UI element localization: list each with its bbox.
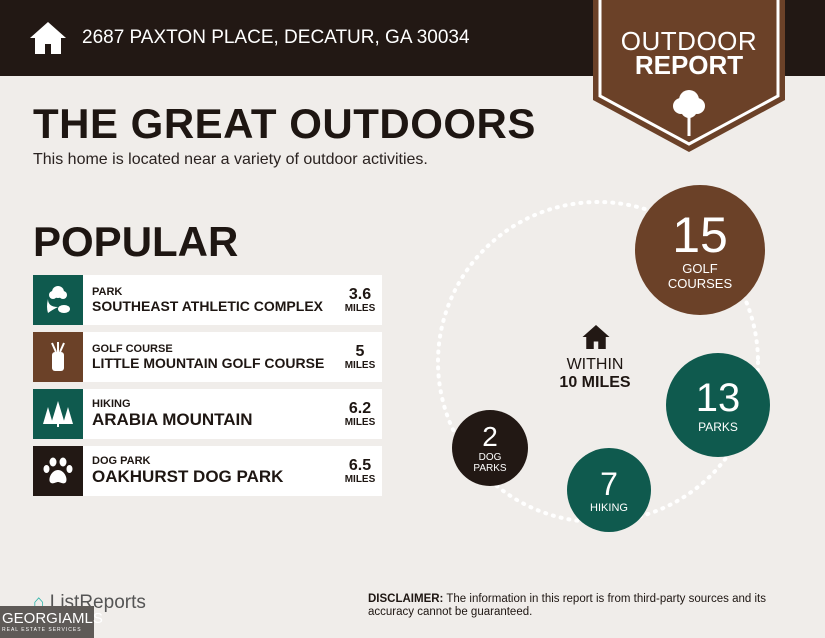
item-unit: MILES <box>344 417 376 428</box>
page-subtitle: This home is located near a variety of o… <box>33 151 428 168</box>
list-item: GOLF COURSE LITTLE MOUNTAIN GOLF COURSE 5… <box>33 332 382 382</box>
address: 2687 PAXTON PLACE, DECATUR, GA 30034 <box>82 27 470 48</box>
count-label: PARKS <box>473 463 507 474</box>
within-line1: WITHIN <box>566 356 624 373</box>
item-name: OAKHURST DOG PARK <box>92 467 284 486</box>
count-label: COURSES <box>667 276 733 291</box>
home-icon <box>30 22 66 54</box>
trees-icon <box>33 389 83 439</box>
golf-bag-icon <box>33 332 83 382</box>
count-label: PARKS <box>698 420 738 434</box>
item-name: LITTLE MOUNTAIN GOLF COURSE <box>92 355 325 371</box>
item-category: GOLF COURSE <box>92 343 173 355</box>
item-distance: 6.5 <box>348 457 372 474</box>
item-unit: MILES <box>344 303 376 314</box>
count-value: 13 <box>695 376 741 420</box>
list-item: DOG PARK OAKHURST DOG PARK 6.5 MILES <box>33 446 382 496</box>
item-name: ARABIA MOUNTAIN <box>92 410 253 429</box>
home-icon <box>582 325 610 349</box>
within-label: WITHIN 10 MILES <box>540 322 650 392</box>
within-line2: 10 MILES <box>559 374 631 391</box>
count-value: 2 <box>482 421 498 452</box>
list-item: HIKING ARABIA MOUNTAIN 6.2 MILES <box>33 389 382 439</box>
park-icon <box>33 275 83 325</box>
count-value: 15 <box>672 207 728 263</box>
item-distance: 3.6 <box>348 286 372 303</box>
georgia-mls-logo: GEORGIAMLS REAL ESTATE SERVICES <box>0 606 103 638</box>
count-label: HIKING <box>590 502 628 514</box>
item-unit: MILES <box>344 360 376 371</box>
page-title: THE GREAT OUTDOORS <box>33 100 536 147</box>
item-distance: 5 <box>355 343 365 360</box>
parks-count-circle: 13 PARKS <box>666 353 770 457</box>
count-label: DOG <box>478 452 502 463</box>
badge-line2: REPORT <box>634 50 744 80</box>
item-name: SOUTHEAST ATHLETIC COMPLEX <box>92 298 323 314</box>
outdoor-report-badge <box>593 0 785 152</box>
listreports-icon: ⌂ <box>33 592 45 613</box>
item-unit: MILES <box>344 474 376 485</box>
disclaimer: DISCLAIMER: The information in this repo… <box>368 593 766 618</box>
paw-icon <box>33 446 83 496</box>
item-category: PARK <box>92 286 123 298</box>
golf-count-circle: 15 GOLF COURSES <box>635 185 765 315</box>
item-category: HIKING <box>92 398 131 410</box>
item-distance: 6.2 <box>348 400 372 417</box>
tree-icon <box>673 90 705 136</box>
badge-line1: OUTDOOR <box>620 26 758 56</box>
hiking-count-circle: 7 HIKING <box>567 448 651 532</box>
list-item: PARK SOUTHEAST ATHLETIC COMPLEX 3.6 MILES <box>33 275 382 325</box>
dog-park-count-circle: 2 DOG PARKS <box>452 410 528 486</box>
popular-heading: POPULAR <box>33 218 239 265</box>
item-category: DOG PARK <box>92 455 151 467</box>
count-value: 7 <box>600 466 618 502</box>
count-label: GOLF <box>682 261 718 276</box>
